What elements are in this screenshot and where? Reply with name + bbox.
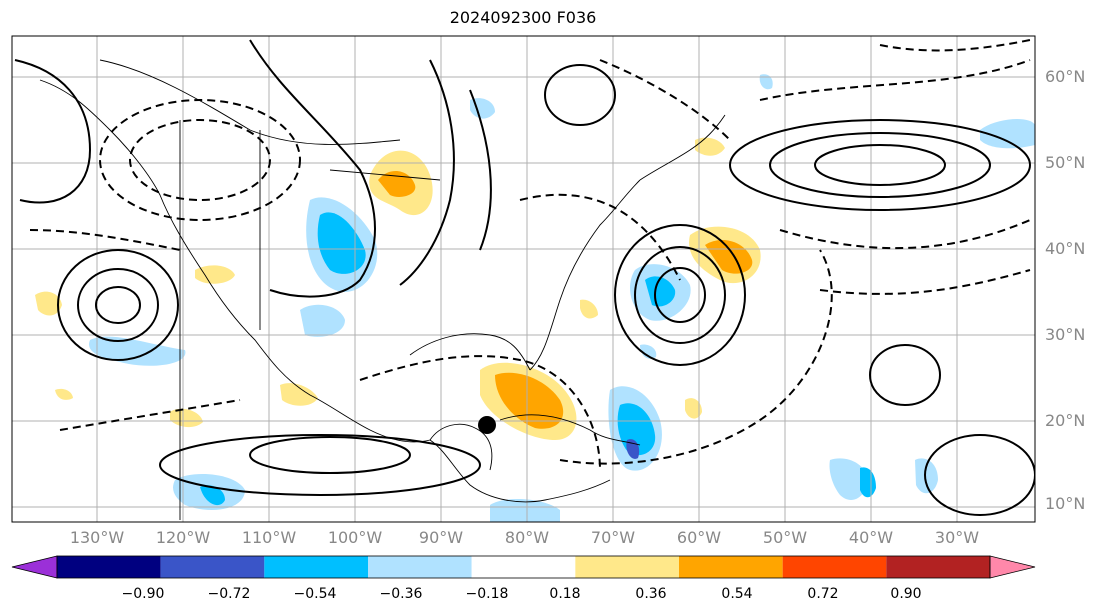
lat-label: 60°N bbox=[1045, 67, 1086, 86]
colorbar-tick-label: 0.72 bbox=[807, 586, 839, 602]
map-title: 2024092300 F036 bbox=[449, 8, 597, 27]
colorbar-tick-label: 0.90 bbox=[890, 586, 922, 602]
lon-label: 60°W bbox=[676, 528, 722, 547]
colorbar-tick-label: −0.54 bbox=[293, 586, 337, 602]
colorbar-tick-label: 0.54 bbox=[721, 586, 753, 602]
lon-label: 40°W bbox=[848, 528, 894, 547]
lat-label: 10°N bbox=[1045, 494, 1086, 513]
lon-label: 120°W bbox=[155, 528, 211, 547]
lon-label: 90°W bbox=[418, 528, 464, 547]
lon-label: 50°W bbox=[762, 528, 808, 547]
lat-label: 40°N bbox=[1045, 239, 1086, 258]
gridlines bbox=[12, 36, 1035, 522]
colorbar-tick-label: −0.18 bbox=[465, 586, 509, 602]
lon-label: 30°W bbox=[934, 528, 980, 547]
lat-label: 30°N bbox=[1045, 325, 1086, 344]
lat-label: 50°N bbox=[1045, 153, 1086, 172]
lon-label: 130°W bbox=[69, 528, 125, 547]
contours bbox=[14, 39, 1035, 516]
colorbar-tick-label: −0.90 bbox=[121, 586, 165, 602]
colorbar-tick-label: −0.36 bbox=[379, 586, 423, 602]
lon-label: 110°W bbox=[241, 528, 297, 547]
lon-label: 100°W bbox=[327, 528, 383, 547]
lon-label: 80°W bbox=[504, 528, 550, 547]
lat-label: 20°N bbox=[1045, 411, 1086, 430]
storm-center-marker bbox=[478, 416, 496, 434]
lon-label: 70°W bbox=[590, 528, 636, 547]
colorbar-tick-label: −0.72 bbox=[207, 586, 251, 602]
colorbar-tick-label: 0.36 bbox=[635, 586, 667, 602]
colorbar-tick-label: 0.18 bbox=[549, 586, 581, 602]
